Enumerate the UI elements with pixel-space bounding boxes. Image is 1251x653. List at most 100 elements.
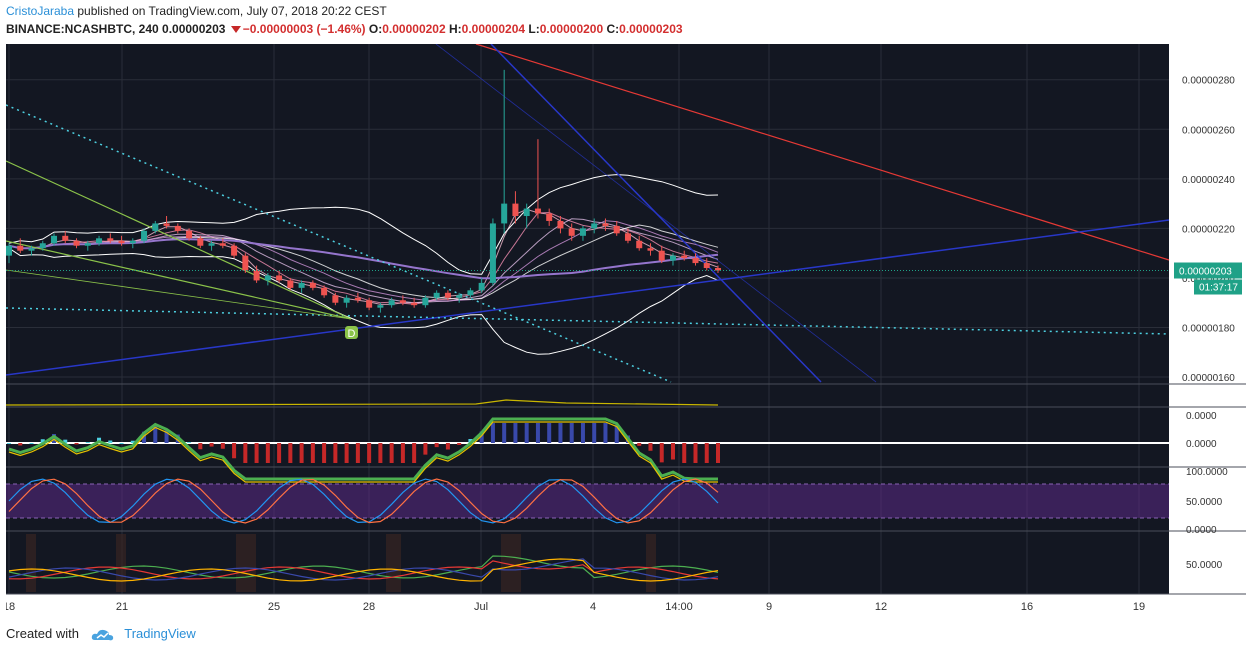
macd-histogram-bar xyxy=(85,442,90,443)
dmi-line xyxy=(8,555,719,579)
candle-body xyxy=(354,297,361,301)
macd-histogram-bar xyxy=(569,423,574,443)
candle-body xyxy=(444,292,451,298)
low-value: 0.00000200 xyxy=(539,22,604,36)
candle-body xyxy=(636,240,643,249)
time-tick-label: 12 xyxy=(875,601,887,613)
stoch-d-line xyxy=(8,478,719,524)
macd-histogram-bar xyxy=(547,423,552,443)
trendline-green-2 xyxy=(6,240,352,320)
candle-body xyxy=(692,258,699,264)
time-tick-label: 19 xyxy=(1133,601,1145,613)
macd-histogram-bar xyxy=(535,423,540,443)
candle-body xyxy=(388,300,395,306)
macd-histogram-bar xyxy=(63,439,68,443)
macd-signal-line xyxy=(8,421,718,483)
macd-histogram-bar xyxy=(243,443,248,463)
candle-body xyxy=(489,223,496,283)
macd-histogram-bar xyxy=(187,442,192,443)
candle-body xyxy=(579,228,586,236)
candle-body xyxy=(321,287,328,296)
macd-histogram-bar xyxy=(637,443,642,446)
candle-body xyxy=(624,233,631,241)
author-link[interactable]: CristoJaraba xyxy=(6,4,75,18)
candle-body xyxy=(715,268,721,271)
macd-histogram-bar xyxy=(367,443,372,463)
candle-body xyxy=(62,235,69,241)
candle-body xyxy=(186,230,193,239)
macd-line xyxy=(8,417,718,481)
candle-body xyxy=(478,282,485,291)
close-label: C: xyxy=(606,22,620,36)
macd-histogram-bar xyxy=(299,443,304,463)
price-chart[interactable]: 0.00000280 0.00000260 0.00000240 0.00000220… xyxy=(6,44,1246,616)
macd-histogram-bar xyxy=(164,429,169,443)
trendline-green-1 xyxy=(6,160,352,320)
candle-body xyxy=(96,238,103,244)
time-tick-label: 28 xyxy=(363,601,375,613)
ma-long-line xyxy=(8,238,719,280)
price-tick-label: 0.00000240 xyxy=(1182,175,1235,186)
macd-histogram-bar xyxy=(153,425,158,443)
macd-histogram-bar xyxy=(400,443,405,463)
candle-body xyxy=(107,238,114,241)
candle-body xyxy=(264,275,271,281)
candle-body xyxy=(28,248,35,251)
candle-body xyxy=(298,282,305,288)
dmi-tick-label: 50.0000 xyxy=(1186,560,1223,571)
macd-histogram-bar xyxy=(704,443,709,463)
macd-histogram-bar xyxy=(209,443,214,447)
ema-ribbon-line xyxy=(8,211,719,305)
time-tick-label: 18 xyxy=(6,601,15,613)
price-change: −0.00000003 (−1.46%) xyxy=(242,22,366,36)
macd-histogram-bar xyxy=(389,443,394,463)
candle-body xyxy=(602,223,609,226)
macd-histogram-bar xyxy=(558,423,563,443)
time-tick-label: Jul xyxy=(474,601,488,613)
candle-body xyxy=(377,305,384,308)
macd-histogram-bar xyxy=(412,443,417,463)
ohlc-line: BINANCE:NCASHBTC, 240 0.00000203 −0.0000… xyxy=(6,22,683,36)
candle-body xyxy=(84,243,91,246)
open-label: O: xyxy=(368,22,383,36)
candle-body xyxy=(242,255,249,271)
created-with-label: Created with xyxy=(6,626,79,641)
countdown-badge xyxy=(1194,279,1242,295)
candle-body xyxy=(658,250,665,261)
dmi-highlight xyxy=(501,534,521,592)
macd-histogram-bar xyxy=(603,423,608,443)
price-tick-label: 0.00000220 xyxy=(1182,224,1235,235)
macd-histogram-bar xyxy=(468,439,473,443)
macd-histogram-bar xyxy=(355,443,360,463)
candle-body xyxy=(17,245,24,251)
footer: Created with TradingView xyxy=(6,626,196,642)
dmi-highlight xyxy=(646,534,656,592)
macd-tick-label: 0.0000 xyxy=(1186,411,1217,422)
dmi-line xyxy=(8,558,719,582)
tradingview-link[interactable]: TradingView xyxy=(124,626,196,641)
time-tick-label: 16 xyxy=(1021,601,1033,613)
bollinger-lower xyxy=(8,247,719,355)
candle-body xyxy=(456,295,463,298)
time-tick-label: 14:00 xyxy=(665,601,693,613)
macd-histogram-bar xyxy=(502,423,507,443)
macd-histogram-bar xyxy=(378,443,383,463)
trendline-green-3 xyxy=(6,269,352,320)
candle-body xyxy=(557,220,564,229)
chart-header: CristoJaraba published on TradingView.co… xyxy=(6,2,1246,40)
dmi-line xyxy=(8,558,719,581)
macd-histogram-bar xyxy=(670,443,675,460)
macd-histogram-bar xyxy=(232,443,237,459)
candle-body xyxy=(343,297,350,303)
macd-histogram-bar xyxy=(265,443,270,463)
countdown-label: 01:37:17 xyxy=(1199,283,1238,294)
candle-body xyxy=(197,238,204,246)
macd-histogram-bar xyxy=(614,424,619,443)
candle-body xyxy=(546,213,553,221)
trendline-blue-faint xyxy=(435,44,877,383)
bollinger-upper xyxy=(8,174,719,275)
candle-body xyxy=(467,290,474,296)
macd-histogram-bar xyxy=(108,440,113,443)
macd-histogram-bar xyxy=(513,423,518,443)
candle-body xyxy=(276,275,283,281)
